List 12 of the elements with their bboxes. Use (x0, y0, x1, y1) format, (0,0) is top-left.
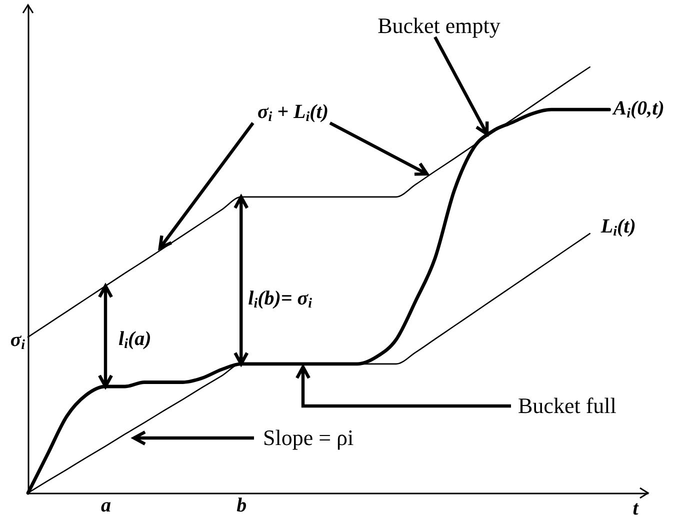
text: Bucket empty (378, 13, 500, 38)
text: σ$_{i}$ (10, 329, 26, 353)
annotation: l$_{i}$(b)= σ$_{i}$ (248, 287, 312, 311)
series-label: A$_{i}$(0,t) (611, 98, 664, 122)
series-label: L$_{i}$(t) (600, 216, 636, 240)
annotation: l$_{i}$(a) (118, 328, 152, 352)
x-tick-label: a (101, 494, 111, 516)
x-axis-title: t (632, 498, 640, 519)
annotation: Bucket full (518, 393, 616, 418)
annotation: Slope = ρi (263, 425, 354, 450)
annotation: σ$_{i}$ + L$_{i}$(t) (257, 101, 329, 125)
x-tick-label: b (236, 494, 247, 516)
